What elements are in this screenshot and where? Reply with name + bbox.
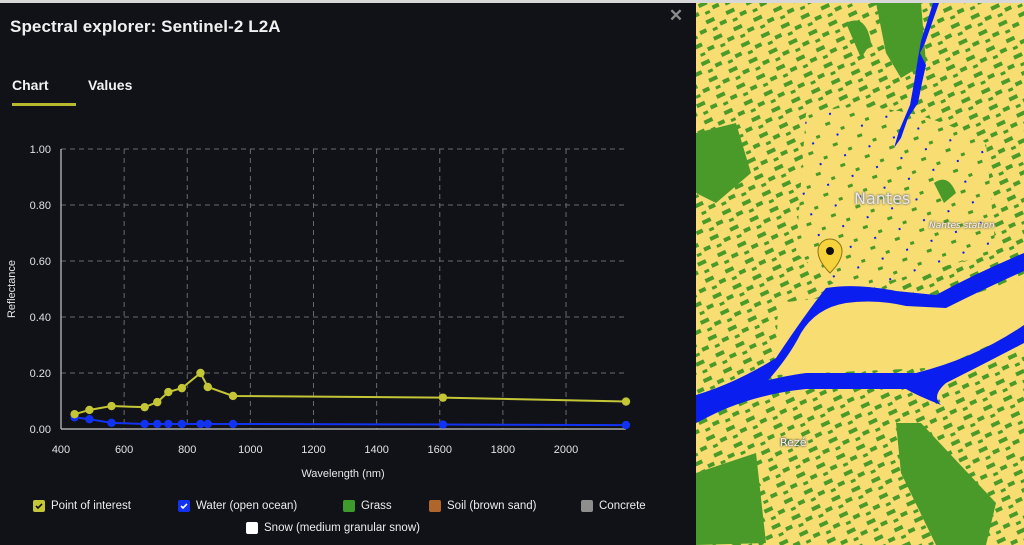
data-point	[228, 419, 238, 429]
legend-label: Concrete	[599, 500, 646, 512]
spectral-chart: 0.00 0.20 0.40 0.60 0.80 1.00 400 600 800 1000 120…	[6, 144, 631, 480]
map-view[interactable]: Nantes Nantes station Rezé	[696, 3, 1024, 545]
y-tick-label: 1.00	[30, 144, 51, 156]
data-point	[228, 391, 238, 401]
x-tick-label: 1600	[428, 444, 452, 456]
data-point	[203, 382, 212, 392]
series-line-poi	[74, 371, 627, 416]
tab-values[interactable]: Values	[88, 77, 133, 93]
data-point	[621, 420, 631, 430]
x-tick-label: 2000	[554, 444, 578, 456]
y-tick-label: 0.00	[30, 424, 51, 436]
data-point	[107, 418, 116, 428]
checkbox-unchecked-icon[interactable]	[581, 500, 593, 512]
data-point	[153, 397, 162, 407]
data-point	[164, 387, 173, 397]
legend-label: Grass	[361, 500, 392, 512]
legend-label: Soil (brown sand)	[447, 500, 537, 512]
data-point	[196, 419, 205, 429]
spectral-explorer-panel: Spectral explorer: Sentinel-2 L2A ✕ Char…	[0, 3, 696, 545]
data-point	[177, 419, 187, 429]
top-border	[0, 0, 1024, 3]
close-icon[interactable]: ✕	[668, 6, 684, 25]
x-tick-label: 400	[52, 444, 70, 456]
x-tick-label: 1400	[364, 444, 388, 456]
y-tick-label: 0.40	[30, 312, 51, 324]
data-point	[140, 419, 149, 429]
panel-title: Spectral explorer: Sentinel-2 L2A	[10, 17, 281, 36]
data-point	[85, 415, 94, 424]
legend-item-concrete[interactable]: Concrete	[581, 500, 646, 512]
legend-label: Water (open ocean)	[196, 500, 298, 512]
legend-label: Snow (medium granular snow)	[264, 522, 420, 534]
checkbox-unchecked-icon[interactable]	[343, 500, 355, 512]
data-point	[621, 397, 631, 406]
checkbox-unchecked-icon[interactable]	[429, 500, 441, 512]
x-tick-label: 800	[178, 444, 196, 456]
x-tick-label: 1200	[301, 444, 325, 456]
data-point	[70, 409, 79, 419]
x-tick-label: 1000	[238, 444, 262, 456]
data-point	[203, 419, 212, 429]
data-point	[438, 420, 448, 429]
legend-label: Point of interest	[51, 500, 131, 512]
data-point	[85, 405, 94, 415]
legend-item-snow[interactable]: Snow (medium granular snow)	[246, 522, 420, 534]
x-tick-label: 1800	[491, 444, 515, 456]
data-point	[164, 419, 173, 429]
x-tick-label: 600	[115, 444, 133, 456]
map-pin-icon	[817, 238, 843, 274]
tab-chart[interactable]: Chart	[12, 77, 49, 93]
y-tick-label: 0.20	[30, 368, 51, 380]
classification-map[interactable]	[696, 3, 1024, 545]
y-axis-label: Reflectance	[6, 260, 18, 318]
checkbox-unchecked-icon[interactable]	[246, 522, 258, 534]
data-point	[177, 383, 187, 393]
legend-item-grass[interactable]: Grass	[343, 500, 392, 512]
checkbox-checked-icon[interactable]	[33, 500, 45, 512]
checkbox-checked-icon[interactable]	[178, 500, 190, 512]
legend-item-soil[interactable]: Soil (brown sand)	[429, 500, 536, 512]
active-tab-indicator	[12, 103, 76, 106]
legend-item-water[interactable]: Water (open ocean)	[178, 500, 297, 512]
data-point	[153, 419, 162, 429]
y-tick-label: 0.60	[30, 256, 51, 268]
data-point	[438, 393, 448, 402]
data-point	[196, 368, 205, 378]
y-tick-label: 0.80	[30, 200, 51, 212]
data-point	[107, 401, 116, 411]
x-axis-label: Wavelength (nm)	[301, 468, 384, 480]
legend-item-point-of-interest[interactable]: Point of interest	[33, 500, 131, 512]
data-point	[140, 402, 149, 412]
